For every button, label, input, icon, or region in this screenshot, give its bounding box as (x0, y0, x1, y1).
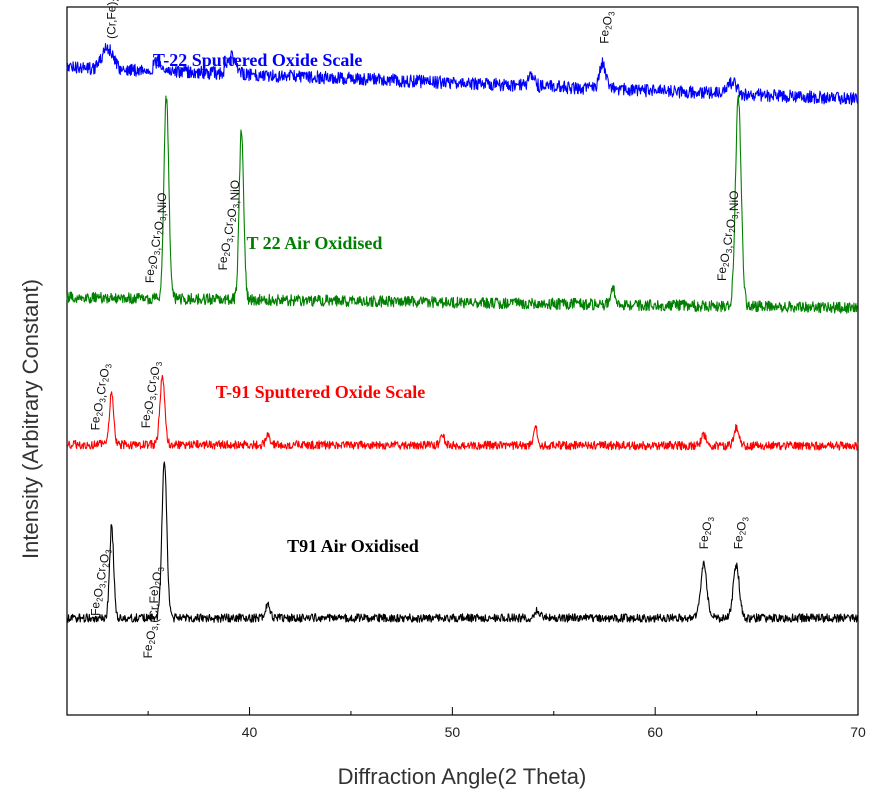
ann-fe2o3-cr2o3-t91a: Fe2O3,Cr2O3 (88, 549, 113, 616)
plot-area-border (66, 6, 859, 716)
ann-fe2o3-t91a-1: Fe2O3 (697, 516, 716, 549)
y-axis-title: Intensity (Arbitrary Constant) (18, 279, 43, 559)
ann-crfe2o3-t22: (Cr,Fe)2O3 (105, 0, 124, 39)
series-line-1 (66, 94, 859, 314)
x-tick-label-50: 50 (445, 724, 461, 740)
ann-fe2o3-cr2o3-t91s-2: Fe2O3,Cr2O3 (139, 361, 164, 428)
series-line-3 (66, 461, 859, 623)
ann-fe2o3-cr2o3-nio-2: Fe2O3,Cr2O3,NiO (216, 180, 242, 271)
series-label-3: T91 Air Oxidised (287, 536, 419, 556)
ann-fe2o3-cr2o3-t91s-1: Fe2O3,Cr2O3 (88, 363, 113, 430)
ann-fe2o3-cr2o3-nio-3: Fe2O3,Cr2O3,NiO (715, 190, 741, 281)
ann-fe2o3-t22: Fe2O3 (598, 11, 617, 44)
ann-fe2o3-cr2o3-nio-1: Fe2O3,Cr2O3,NiO (143, 193, 169, 284)
peak-annotations: (Cr,Fe)2O3 Fe2O3 Fe2O3,Cr2O3,NiO Fe2O3,Cr2O… (88, 0, 750, 658)
ann-fe2o3-crfe2o3-t91a: Fe2O3,(Cr,Fe)2O3 (141, 567, 166, 659)
series-labels: T-22 Sputtered Oxide Scale T 22 Air Oxidi… (153, 50, 425, 556)
x-axis-title: Diffraction Angle(2 Theta) (338, 764, 587, 789)
x-tick-label-40: 40 (242, 724, 258, 740)
series-label-0: T-22 Sputtered Oxide Scale (153, 50, 363, 70)
series-layer (66, 42, 859, 623)
series-label-2: T-91 Sputtered Oxide Scale (216, 382, 426, 402)
x-axis-ticks: 40 50 60 70 (147, 707, 866, 740)
series-line-2 (66, 374, 859, 451)
x-tick-label-60: 60 (647, 724, 663, 740)
series-line-0 (66, 42, 859, 106)
plot-frame (66, 6, 859, 716)
x-tick-label-70: 70 (850, 724, 866, 740)
ann-fe2o3-t91a-2: Fe2O3 (731, 516, 750, 549)
series-label-1: T 22 Air Oxidised (247, 233, 383, 253)
